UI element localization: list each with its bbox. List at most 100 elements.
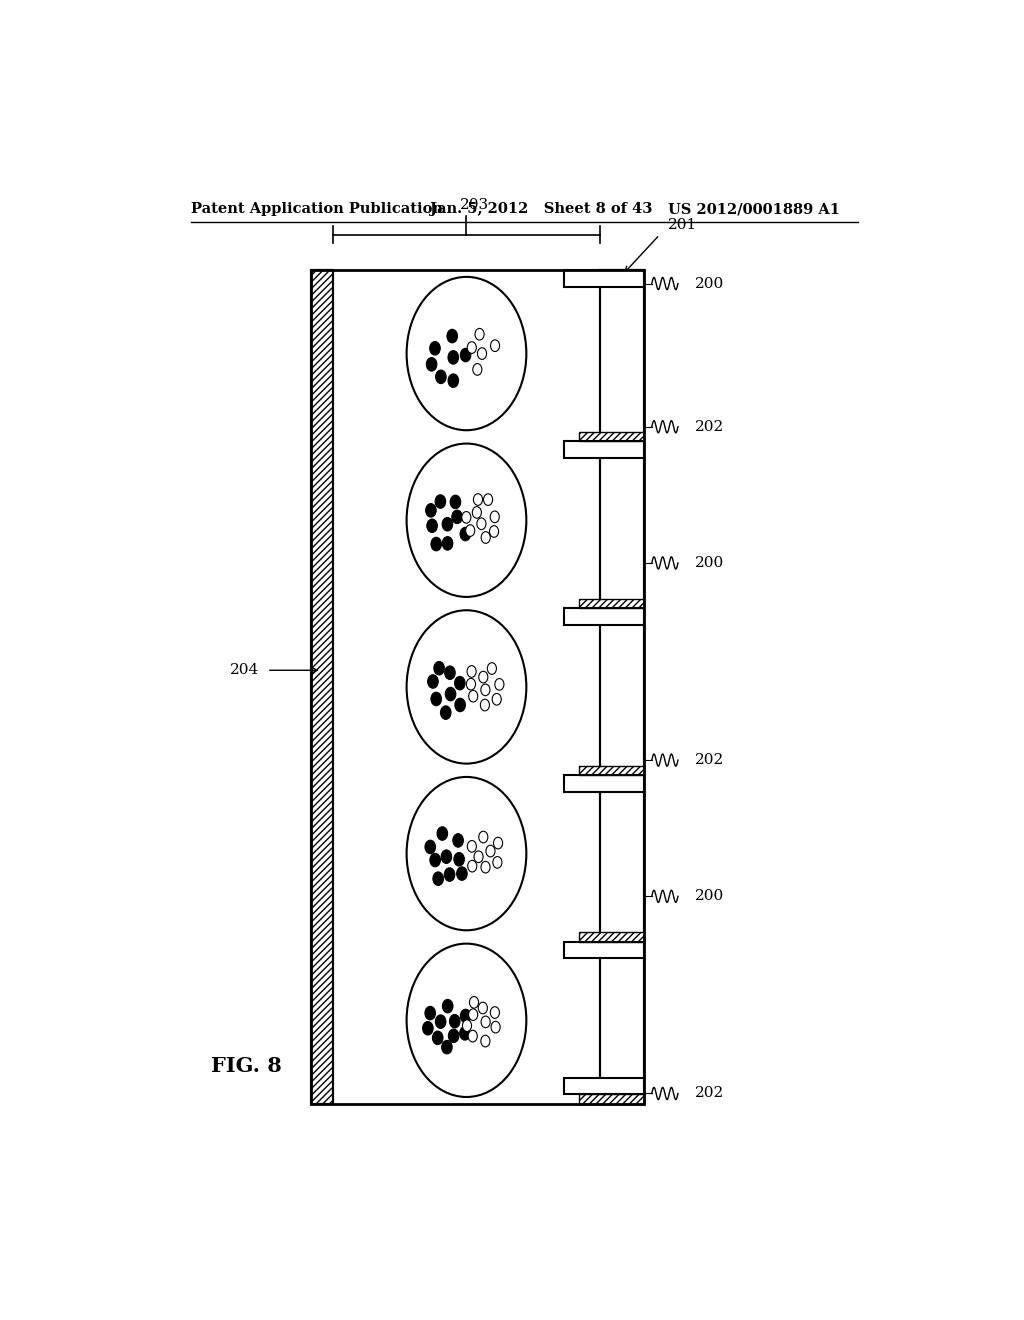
Circle shape	[461, 1010, 471, 1023]
Circle shape	[425, 841, 435, 854]
Circle shape	[453, 834, 464, 847]
Bar	[310, 271, 333, 1104]
Circle shape	[469, 997, 478, 1008]
Text: 201: 201	[668, 218, 697, 231]
Circle shape	[449, 351, 459, 364]
Circle shape	[431, 692, 441, 706]
Bar	[579, 1094, 644, 1104]
Circle shape	[435, 1015, 445, 1028]
Circle shape	[481, 1035, 489, 1047]
Bar	[564, 441, 644, 458]
Circle shape	[455, 698, 466, 711]
Text: 200: 200	[695, 890, 725, 903]
Circle shape	[473, 494, 482, 506]
Bar	[600, 271, 644, 1104]
Bar	[579, 932, 644, 941]
Circle shape	[407, 610, 526, 763]
Circle shape	[481, 862, 490, 873]
Circle shape	[469, 690, 478, 702]
Circle shape	[449, 374, 459, 387]
Circle shape	[431, 537, 441, 550]
Circle shape	[441, 850, 452, 863]
Bar	[579, 766, 644, 775]
Circle shape	[481, 532, 490, 544]
Circle shape	[427, 519, 437, 532]
Circle shape	[479, 672, 487, 682]
Circle shape	[452, 510, 463, 524]
Bar	[579, 599, 644, 609]
Circle shape	[426, 358, 437, 371]
Circle shape	[434, 661, 444, 675]
Circle shape	[481, 1016, 490, 1028]
Circle shape	[423, 1022, 433, 1035]
Circle shape	[426, 504, 436, 517]
Text: 200: 200	[695, 276, 725, 290]
Circle shape	[468, 861, 477, 873]
Circle shape	[435, 495, 445, 508]
Circle shape	[477, 517, 486, 529]
Circle shape	[460, 527, 471, 541]
Circle shape	[466, 525, 475, 536]
Bar	[564, 271, 644, 286]
Circle shape	[493, 693, 502, 705]
Circle shape	[467, 665, 476, 677]
Text: 200: 200	[695, 556, 725, 570]
Bar	[579, 766, 644, 775]
Circle shape	[475, 329, 484, 341]
Circle shape	[462, 512, 471, 523]
Text: 204: 204	[229, 663, 259, 677]
Circle shape	[483, 494, 493, 506]
Circle shape	[461, 348, 471, 362]
Bar	[564, 775, 644, 792]
Circle shape	[490, 339, 500, 351]
Circle shape	[467, 841, 476, 853]
Bar	[579, 1094, 644, 1104]
Circle shape	[407, 944, 526, 1097]
Circle shape	[407, 777, 526, 931]
Bar	[310, 271, 644, 1104]
Text: US 2012/0001889 A1: US 2012/0001889 A1	[668, 202, 840, 216]
Text: FIG. 8: FIG. 8	[211, 1056, 282, 1076]
Circle shape	[407, 277, 526, 430]
Circle shape	[446, 329, 458, 343]
Circle shape	[490, 1007, 500, 1018]
Text: Patent Application Publication: Patent Application Publication	[191, 202, 443, 216]
Circle shape	[472, 507, 481, 519]
Circle shape	[494, 837, 503, 849]
Circle shape	[474, 851, 483, 862]
Circle shape	[430, 853, 440, 867]
Bar	[310, 271, 333, 1104]
Circle shape	[451, 495, 461, 508]
Circle shape	[440, 706, 451, 719]
Bar	[564, 609, 644, 624]
Circle shape	[480, 700, 489, 711]
Bar	[579, 599, 644, 609]
Circle shape	[495, 678, 504, 690]
Circle shape	[454, 853, 464, 866]
Circle shape	[425, 1006, 435, 1020]
Circle shape	[468, 1031, 477, 1041]
Bar	[564, 1078, 644, 1094]
Circle shape	[481, 684, 489, 696]
Circle shape	[444, 867, 455, 882]
Bar	[579, 433, 644, 441]
Circle shape	[466, 678, 475, 690]
Circle shape	[407, 444, 526, 597]
Circle shape	[473, 363, 482, 375]
Circle shape	[445, 688, 456, 701]
Circle shape	[460, 1027, 470, 1040]
Bar	[579, 433, 644, 441]
Text: 202: 202	[695, 1086, 725, 1101]
Text: Jan. 5, 2012   Sheet 8 of 43: Jan. 5, 2012 Sheet 8 of 43	[430, 202, 652, 216]
Text: 202: 202	[695, 420, 725, 434]
Circle shape	[433, 873, 443, 886]
Circle shape	[493, 857, 502, 869]
Circle shape	[442, 517, 453, 531]
Circle shape	[469, 1008, 478, 1020]
Circle shape	[479, 832, 487, 843]
Bar	[600, 271, 644, 1104]
Bar	[564, 941, 644, 958]
Circle shape	[492, 1022, 500, 1034]
Circle shape	[486, 845, 495, 857]
Circle shape	[432, 1031, 443, 1044]
